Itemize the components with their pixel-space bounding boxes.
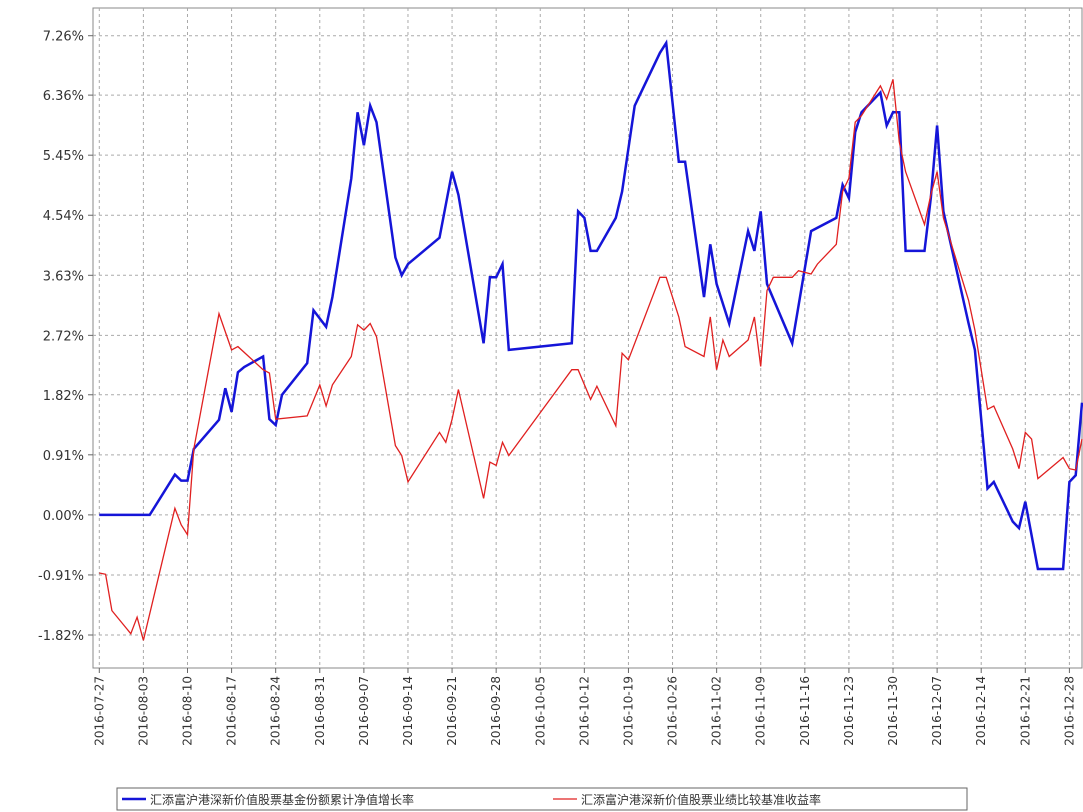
- x-tick-label: 2016-08-10: [180, 676, 194, 746]
- x-tick-label: 2016-10-12: [577, 676, 591, 746]
- x-tick-label: 2016-11-16: [798, 676, 812, 746]
- x-tick-label: 2016-10-26: [666, 676, 680, 746]
- series-line: [99, 39, 1083, 571]
- x-tick-label: 2016-08-24: [269, 676, 283, 746]
- x-tick-label: 2016-09-21: [445, 676, 459, 746]
- y-tick-label: -0.91%: [38, 569, 84, 584]
- x-tick-label: 2016-08-31: [313, 676, 327, 746]
- x-tick-label: 2016-12-28: [1062, 676, 1076, 746]
- x-tick-label: 2016-08-03: [136, 676, 150, 746]
- x-tick-label: 2016-12-21: [1018, 676, 1032, 746]
- x-tick-label: 2016-08-17: [225, 676, 239, 746]
- legend-label: 汇添富沪港深新价值股票业绩比较基准收益率: [581, 792, 821, 807]
- x-tick-label: 2016-09-14: [401, 676, 415, 746]
- x-tick-label: 2016-10-05: [533, 676, 547, 746]
- y-tick-label: 4.54%: [43, 209, 84, 224]
- x-tick-label: 2016-10-19: [621, 676, 635, 746]
- x-tick-label: 2016-11-30: [886, 676, 900, 746]
- y-tick-label: 1.82%: [43, 389, 84, 404]
- x-tick-label: 2016-12-14: [974, 676, 988, 746]
- y-tick-label: 0.00%: [43, 509, 84, 524]
- x-tick-label: 2016-09-28: [489, 676, 503, 746]
- plot-area: [92, 7, 1083, 669]
- legend-label: 汇添富沪港深新价值股票基金份额累计净值增长率: [150, 792, 414, 807]
- x-tick-label: 2016-07-27: [92, 676, 106, 746]
- x-tick-label: 2016-09-07: [357, 676, 371, 746]
- series-line: [99, 79, 1083, 641]
- y-tick-label: 2.72%: [43, 329, 84, 344]
- y-tick-label: 5.45%: [43, 149, 84, 164]
- x-tick-label: 2016-11-02: [710, 676, 724, 746]
- y-tick-label: 7.26%: [43, 30, 84, 45]
- legend: [116, 787, 968, 811]
- y-tick-label: 0.91%: [43, 449, 84, 464]
- y-tick-label: 3.63%: [43, 269, 84, 284]
- y-tick-label: 6.36%: [43, 89, 84, 104]
- y-tick-label: -1.82%: [38, 629, 84, 644]
- x-tick-label: 2016-12-07: [930, 676, 944, 746]
- x-tick-label: 2016-11-23: [842, 676, 856, 746]
- x-tick-label: 2016-11-09: [754, 676, 768, 746]
